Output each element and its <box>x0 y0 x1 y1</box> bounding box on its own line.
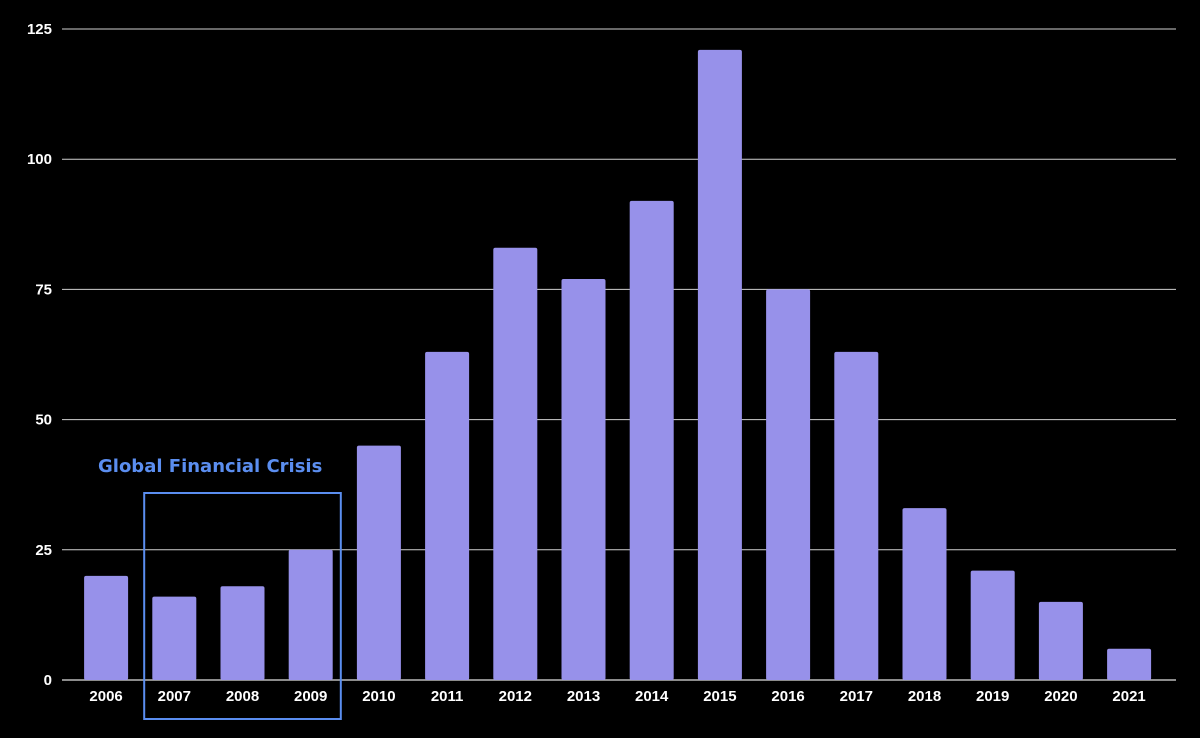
bar-2010 <box>356 445 401 680</box>
bar-2016 <box>766 289 811 680</box>
y-tick-label: 75 <box>35 281 52 298</box>
y-tick-label: 125 <box>27 21 52 38</box>
bar-2013 <box>561 278 606 680</box>
x-tick-label: 2010 <box>362 688 395 705</box>
bar-2020 <box>1038 601 1083 680</box>
x-tick-label: 2020 <box>1044 688 1077 705</box>
x-tick-label: 2012 <box>499 688 532 705</box>
bar-2008 <box>220 586 265 680</box>
x-tick-label: 2013 <box>567 688 600 705</box>
bars <box>84 49 1152 680</box>
bar-2011 <box>425 351 470 680</box>
x-tick-label: 2015 <box>703 688 736 705</box>
crisis-annotation-label: Global Financial Crisis <box>98 456 322 477</box>
y-axis-ticks: 0 25 50 75 100 125 <box>27 21 52 689</box>
bar-2014 <box>629 200 674 680</box>
bar-2021 <box>1107 648 1152 680</box>
annotations: Global Financial Crisis <box>98 456 342 720</box>
y-tick-label: 25 <box>35 542 52 559</box>
x-tick-label: 2006 <box>89 688 122 705</box>
bar-2015 <box>697 49 742 680</box>
x-tick-label: 2016 <box>771 688 804 705</box>
x-tick-label: 2019 <box>976 688 1009 705</box>
y-tick-label: 0 <box>44 672 52 689</box>
bar-2017 <box>834 351 879 680</box>
bar-2012 <box>493 247 538 680</box>
crisis-highlight-box <box>143 492 342 720</box>
bar-2007 <box>152 596 197 680</box>
x-tick-label: 2014 <box>635 688 669 705</box>
y-tick-label: 100 <box>27 151 52 168</box>
x-tick-label: 2017 <box>840 688 873 705</box>
x-tick-label: 2011 <box>431 688 464 705</box>
bar-2018 <box>902 508 947 680</box>
x-tick-label: 2021 <box>1112 688 1145 705</box>
x-tick-label: 2007 <box>158 688 191 705</box>
y-tick-label: 50 <box>35 412 52 429</box>
x-tick-label: 2009 <box>294 688 327 705</box>
x-tick-label: 2018 <box>908 688 941 705</box>
bar-2019 <box>970 570 1015 680</box>
bar-2006 <box>84 575 129 680</box>
x-axis-ticks: 2006 2007 2008 2009 2010 2011 2012 2013 2014 2015… <box>89 688 1145 705</box>
bar-2009 <box>288 549 333 680</box>
x-tick-label: 2008 <box>226 688 259 705</box>
